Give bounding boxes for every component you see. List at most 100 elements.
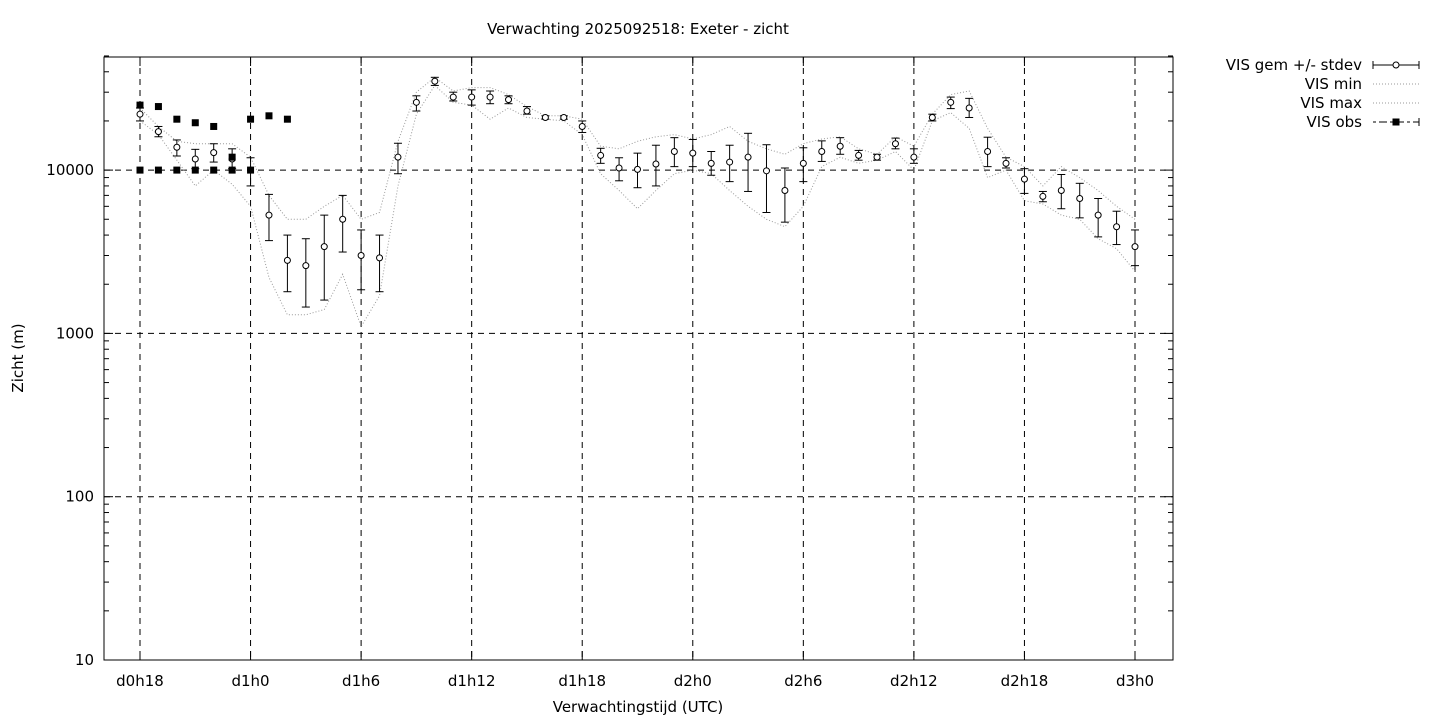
mean-point	[947, 98, 955, 106]
vis-max-line	[139, 76, 1136, 220]
obs-point	[154, 103, 162, 111]
obs-point	[210, 122, 218, 130]
legend-label: VIS obs	[1307, 113, 1363, 131]
mean-point	[541, 113, 549, 121]
legend-label: VIS gem +/- stdev	[1226, 56, 1362, 74]
series-vis-max	[139, 76, 1136, 220]
obs-point	[173, 115, 181, 123]
obs-point	[191, 119, 199, 127]
obs-point	[247, 115, 255, 123]
mean-point	[210, 149, 218, 157]
mean-point	[928, 113, 936, 121]
mean-point	[412, 98, 420, 106]
mean-point	[505, 96, 513, 104]
plot-frame	[103, 56, 1174, 661]
obs-point	[228, 153, 236, 161]
legend-obs-marker	[1392, 118, 1400, 126]
x-axis-label: Verwachtingstijd (UTC)	[553, 698, 724, 716]
mean-point	[615, 164, 623, 172]
obs-point	[265, 112, 273, 120]
mean-point	[873, 153, 881, 161]
mean-point	[431, 77, 439, 85]
mean-point	[1039, 192, 1047, 200]
mean-point	[652, 160, 660, 168]
x-tick-label: d2h6	[784, 672, 822, 690]
x-tick-label: d3h0	[1116, 672, 1154, 690]
mean-point	[468, 93, 476, 101]
y-tick-label: 10000	[46, 161, 94, 179]
mean-point	[726, 158, 734, 166]
mean-point	[1057, 187, 1065, 195]
legend-label: VIS min	[1305, 75, 1362, 93]
mean-point	[339, 215, 347, 223]
x-tick-label: d1h12	[448, 672, 496, 690]
series-vis-mean	[136, 76, 1139, 308]
x-tick-label: d1h18	[558, 672, 606, 690]
obs-point-lower	[247, 166, 255, 174]
mean-point	[891, 140, 899, 148]
obs-point	[283, 115, 291, 123]
mean-point	[578, 122, 586, 130]
mean-point	[910, 153, 918, 161]
mean-point	[523, 107, 531, 115]
mean-point	[634, 165, 641, 173]
mean-point	[781, 187, 789, 195]
mean-point	[744, 153, 752, 161]
y-tick-label: 10	[75, 651, 94, 669]
mean-point	[597, 151, 605, 159]
mean-point	[560, 113, 568, 121]
x-tick-label: d1h6	[342, 672, 380, 690]
mean-point	[302, 262, 310, 270]
mean-point	[762, 167, 770, 175]
axis-tick-labels: d0h18 d1h0 d1h6 d1h12 d1h18 d2h0 d2h6 d2h12 d2h1…	[46, 161, 1154, 690]
mean-point	[1094, 211, 1102, 219]
mean-point	[283, 256, 291, 264]
series-vis-obs	[136, 101, 291, 174]
mean-point	[799, 159, 807, 167]
x-tick-label: d2h0	[674, 672, 712, 690]
mean-point	[1076, 195, 1084, 203]
mean-point	[154, 128, 162, 136]
mean-point	[191, 155, 199, 163]
mean-point	[1002, 159, 1010, 167]
grid	[104, 57, 1173, 660]
mean-point	[984, 147, 992, 155]
obs-point-lower	[173, 166, 181, 174]
legend-label: VIS max	[1300, 94, 1362, 112]
chart-title: Verwachting 2025092518: Exeter - zicht	[487, 20, 789, 38]
mean-point	[1113, 223, 1121, 231]
mean-point	[173, 143, 181, 151]
mean-point	[1020, 175, 1028, 183]
x-tick-label: d2h12	[890, 672, 938, 690]
mean-point	[486, 93, 494, 101]
y-tick-label: 1000	[56, 324, 94, 342]
mean-point	[449, 93, 457, 101]
mean-point	[265, 211, 273, 219]
obs-point-lower	[228, 166, 236, 174]
mean-point	[670, 147, 678, 155]
obs-point-lower	[210, 166, 218, 174]
x-tick-label: d1h0	[231, 672, 269, 690]
x-tick-label: d0h18	[116, 672, 164, 690]
obs-point-lower	[154, 166, 162, 174]
mean-point	[1131, 243, 1139, 251]
y-axis-label: Zicht (m)	[9, 323, 27, 392]
mean-point	[376, 254, 384, 262]
mean-point	[136, 110, 144, 118]
y-tick-label: 100	[65, 488, 94, 506]
mean-point	[320, 243, 328, 251]
x-tick-label: d2h18	[1001, 672, 1049, 690]
obs-point-lower	[191, 166, 199, 174]
mean-point	[394, 153, 402, 161]
legend-mean-marker	[1392, 61, 1400, 69]
mean-point	[855, 151, 863, 159]
obs-point-lower	[136, 166, 144, 174]
obs-point	[136, 101, 144, 109]
mean-point	[836, 142, 844, 150]
mean-point	[818, 147, 826, 155]
mean-point	[689, 149, 697, 157]
mean-point	[707, 159, 715, 167]
mean-point	[965, 104, 973, 112]
